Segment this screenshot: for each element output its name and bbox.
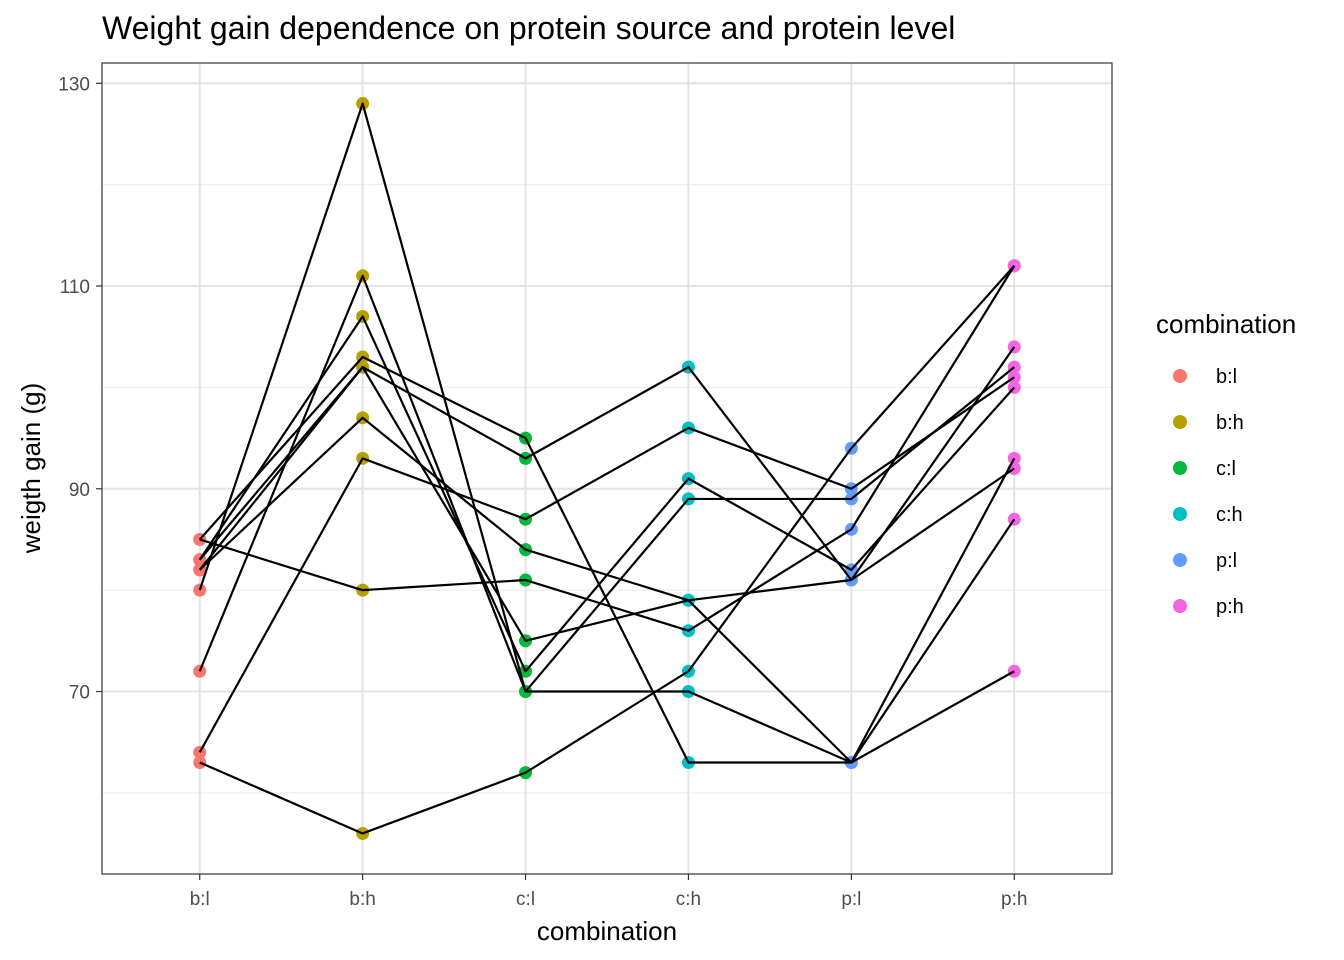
legend-label: b:h bbox=[1216, 412, 1244, 434]
x-tick-label: c:l bbox=[516, 889, 535, 910]
series-line bbox=[198, 416, 1015, 602]
x-tick-label: b:l bbox=[190, 889, 210, 910]
legend-key bbox=[1173, 599, 1187, 613]
series-line bbox=[198, 366, 1015, 764]
plot-border bbox=[101, 62, 1113, 875]
series-line bbox=[199, 265, 1016, 835]
x-tick-label: p:h bbox=[1001, 889, 1027, 910]
y-axis: 70 90 110 130 bbox=[58, 74, 102, 704]
x-tick-label: b:h bbox=[349, 889, 375, 910]
x-axis-title: combination bbox=[537, 916, 677, 946]
y-tick-label: 130 bbox=[58, 74, 90, 95]
y-tick-label: 70 bbox=[69, 683, 90, 704]
legend-title: combination bbox=[1156, 309, 1296, 339]
legend-key bbox=[1173, 461, 1187, 475]
y-tick-label: 110 bbox=[60, 277, 90, 298]
x-tick-label: c:h bbox=[676, 889, 701, 910]
series-line bbox=[199, 265, 1016, 632]
y-tick-label: 90 bbox=[69, 480, 90, 501]
series-line bbox=[198, 274, 1015, 693]
plot-panel bbox=[102, 63, 1112, 874]
x-axis: b:l b:h c:l c:h p:l p:h bbox=[190, 874, 1027, 910]
legend-key bbox=[1173, 415, 1187, 429]
series-line bbox=[198, 376, 1015, 753]
series-line bbox=[198, 102, 1016, 764]
legend-key bbox=[1173, 369, 1187, 383]
legend: combination b:l b:h c:l c:h p:l p:h bbox=[1156, 309, 1296, 618]
legend-label: b:l bbox=[1216, 366, 1237, 388]
legend-label: p:h bbox=[1216, 596, 1244, 618]
chart-title: Weight gain dependence on protein source… bbox=[102, 10, 955, 46]
legend-key bbox=[1173, 553, 1187, 567]
legend-label: c:l bbox=[1216, 458, 1236, 480]
series-line bbox=[198, 355, 1016, 764]
legend-key bbox=[1173, 507, 1187, 521]
series-lines bbox=[198, 102, 1016, 835]
legend-label: c:h bbox=[1216, 504, 1243, 526]
x-tick-label: p:l bbox=[841, 889, 861, 910]
y-axis-title: weigth gain (g) bbox=[16, 383, 46, 555]
legend-label: p:l bbox=[1216, 550, 1237, 572]
